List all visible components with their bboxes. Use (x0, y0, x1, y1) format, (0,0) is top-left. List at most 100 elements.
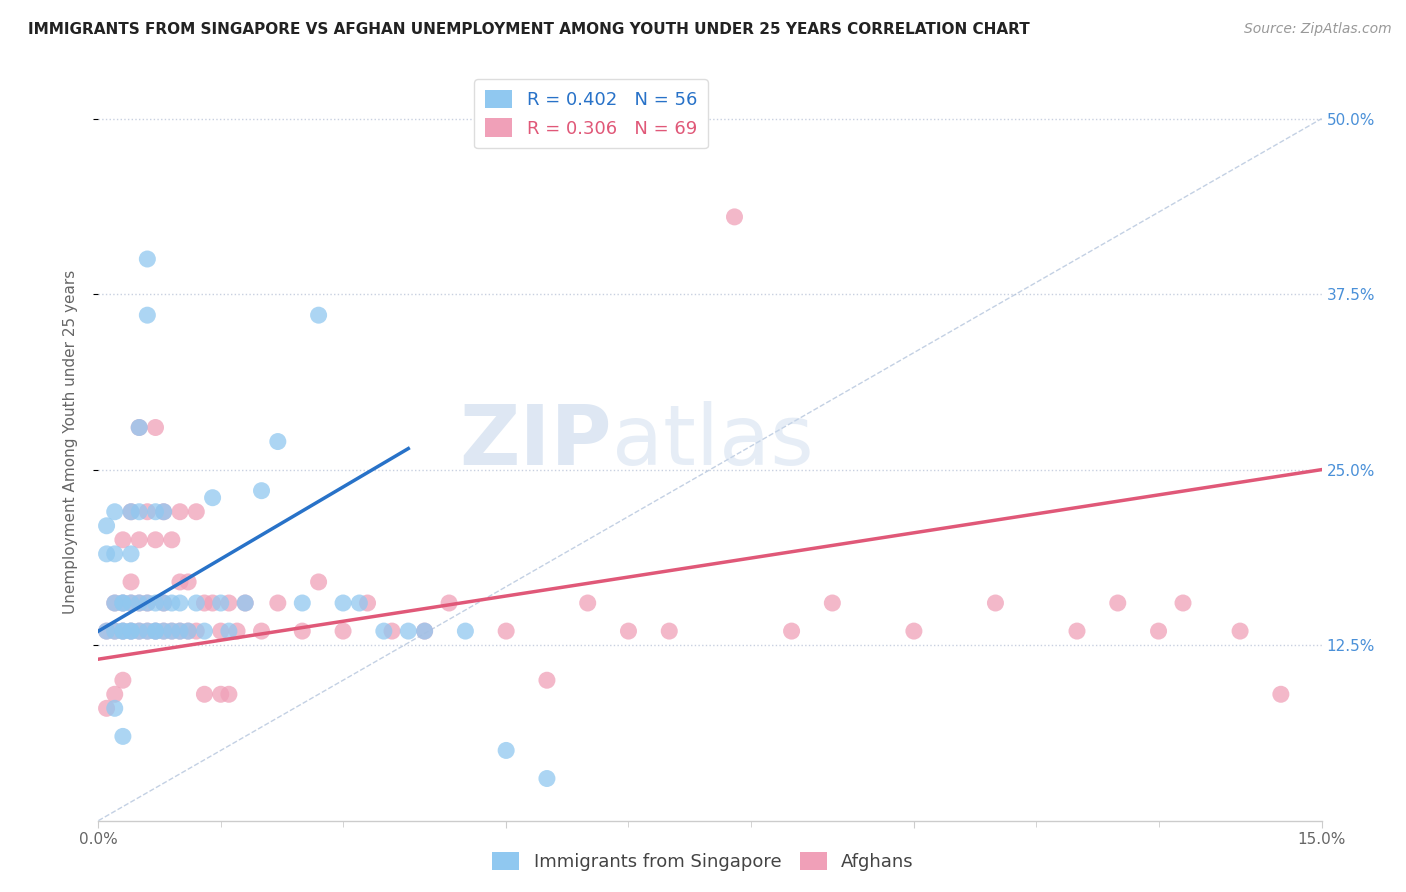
Point (152, 505, 174, 519)
Point (177, 574, 200, 589)
Point (332, 596, 354, 610)
Point (145, 420, 167, 434)
Point (145, 624, 167, 639)
Text: ZIP: ZIP (460, 401, 612, 482)
Point (111, 730, 134, 744)
Text: atlas: atlas (612, 401, 814, 482)
Point (536, 673, 558, 688)
Point (1066, 624, 1088, 639)
Point (186, 505, 208, 519)
Point (160, 624, 183, 639)
Point (96, 518, 118, 533)
Point (193, 596, 215, 610)
Point (218, 624, 240, 639)
Point (381, 624, 404, 639)
Point (111, 596, 134, 610)
Point (169, 624, 191, 639)
Point (128, 596, 150, 610)
Point (111, 596, 134, 610)
Point (145, 505, 167, 519)
Point (903, 624, 925, 639)
Point (104, 701, 127, 715)
Point (495, 624, 517, 639)
Point (454, 624, 477, 639)
Point (128, 505, 150, 519)
Point (152, 596, 174, 610)
Point (373, 624, 395, 639)
Point (104, 596, 127, 610)
Point (250, 483, 273, 498)
Point (136, 252, 159, 266)
Point (186, 624, 208, 639)
Point (145, 624, 167, 639)
Point (120, 624, 142, 639)
Point (1171, 596, 1194, 610)
Point (96, 624, 118, 639)
Point (120, 624, 142, 639)
Point (821, 596, 844, 610)
Point (160, 533, 183, 547)
Point (177, 624, 200, 639)
Point (233, 596, 256, 610)
Point (617, 624, 640, 639)
Point (437, 596, 460, 610)
Text: Source: ZipAtlas.com: Source: ZipAtlas.com (1244, 22, 1392, 37)
Point (120, 547, 142, 561)
Point (145, 596, 167, 610)
Point (104, 596, 127, 610)
Point (413, 624, 436, 639)
Point (291, 596, 314, 610)
Point (111, 624, 134, 639)
Legend: Immigrants from Singapore, Afghans: Immigrants from Singapore, Afghans (485, 845, 921, 879)
Point (177, 624, 200, 639)
Legend: R = 0.402   N = 56, R = 0.306   N = 69: R = 0.402 N = 56, R = 0.306 N = 69 (474, 79, 709, 148)
Point (136, 596, 159, 610)
Point (152, 624, 174, 639)
Point (128, 596, 150, 610)
Point (495, 743, 517, 757)
Y-axis label: Unemployment Among Youth under 25 years: Unemployment Among Youth under 25 years (63, 269, 77, 614)
Point (136, 624, 159, 639)
Point (1147, 624, 1170, 639)
Point (169, 624, 191, 639)
Point (104, 624, 127, 639)
Point (209, 687, 232, 701)
Point (104, 624, 127, 639)
Point (349, 596, 371, 610)
Point (576, 596, 599, 610)
Point (160, 624, 183, 639)
Point (120, 505, 142, 519)
Point (201, 491, 224, 505)
Point (111, 624, 134, 639)
Point (250, 624, 273, 639)
Point (209, 624, 232, 639)
Point (332, 624, 354, 639)
Point (111, 624, 134, 639)
Point (111, 533, 134, 547)
Point (233, 596, 256, 610)
Point (160, 596, 183, 610)
Point (356, 596, 378, 610)
Point (169, 574, 191, 589)
Point (120, 596, 142, 610)
Point (104, 505, 127, 519)
Point (128, 420, 150, 434)
Point (218, 596, 240, 610)
Point (226, 624, 249, 639)
Point (267, 434, 290, 449)
Point (145, 624, 167, 639)
Point (111, 673, 134, 688)
Point (120, 505, 142, 519)
Point (96, 701, 118, 715)
Point (169, 596, 191, 610)
Point (152, 624, 174, 639)
Point (209, 596, 232, 610)
Point (413, 624, 436, 639)
Point (193, 624, 215, 639)
Point (291, 624, 314, 639)
Point (120, 574, 142, 589)
Point (128, 624, 150, 639)
Point (267, 596, 290, 610)
Point (111, 596, 134, 610)
Point (128, 624, 150, 639)
